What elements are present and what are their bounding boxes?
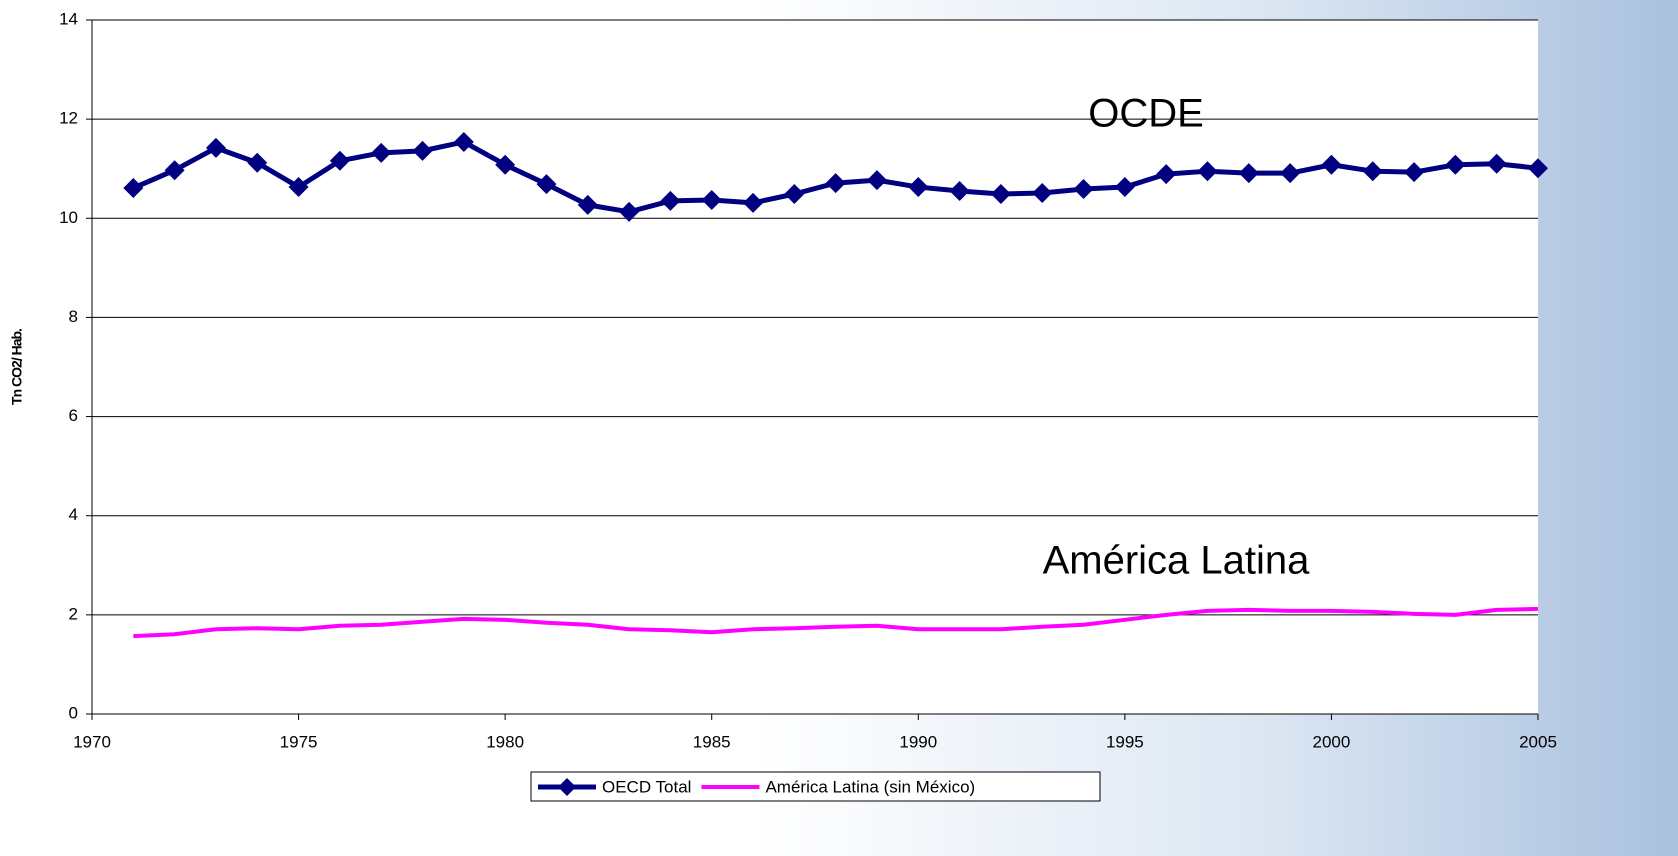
marker xyxy=(1528,158,1548,179)
marker xyxy=(743,192,764,213)
y-tick-label: 4 xyxy=(69,505,78,524)
series-line xyxy=(133,606,1539,639)
marker xyxy=(164,160,185,181)
y-tick-label: 8 xyxy=(69,307,78,326)
legend-marker xyxy=(558,778,576,796)
marker xyxy=(1445,154,1466,175)
marker xyxy=(1156,164,1177,185)
marker xyxy=(825,173,846,194)
x-tick-label: 1990 xyxy=(899,732,937,751)
plot-area xyxy=(92,20,1538,714)
marker xyxy=(247,152,268,173)
marker xyxy=(1280,163,1301,184)
x-tick-label: 1985 xyxy=(693,732,731,751)
marker xyxy=(123,178,144,199)
marker xyxy=(495,154,516,175)
y-tick-label: 0 xyxy=(69,703,78,722)
y-tick-label: 14 xyxy=(59,9,78,28)
legend-box xyxy=(530,771,1101,802)
x-tick-label: 1975 xyxy=(280,732,318,751)
marker xyxy=(1486,153,1507,174)
annotation: América Latina xyxy=(1043,539,1311,583)
marker xyxy=(1362,161,1383,182)
marker xyxy=(908,177,929,198)
y-axis-label: Tn CO2/ Hab. xyxy=(9,329,25,405)
marker xyxy=(784,183,805,204)
marker xyxy=(1197,161,1218,182)
marker xyxy=(619,201,640,222)
marker xyxy=(660,190,681,211)
marker xyxy=(1404,162,1425,183)
y-tick-label: 6 xyxy=(69,406,78,425)
annotation: OCDE xyxy=(1088,92,1204,136)
marker xyxy=(1238,163,1259,184)
marker xyxy=(288,177,309,198)
marker xyxy=(1114,177,1135,198)
x-tick-label: 2000 xyxy=(1313,732,1351,751)
legend-label: OECD Total xyxy=(602,777,691,796)
marker xyxy=(990,183,1011,204)
marker xyxy=(577,194,598,215)
marker xyxy=(205,137,226,158)
x-tick-label: 1995 xyxy=(1106,732,1144,751)
marker xyxy=(1032,183,1053,204)
y-tick-label: 2 xyxy=(69,604,78,623)
legend: OECD Total América Latina (sin México) xyxy=(530,771,1101,802)
marker xyxy=(866,170,887,191)
marker xyxy=(536,174,557,195)
marker xyxy=(412,140,433,161)
x-tick-label: 1970 xyxy=(73,732,111,751)
marker xyxy=(701,189,722,210)
y-tick-label: 12 xyxy=(59,109,78,128)
marker xyxy=(453,131,474,152)
marker xyxy=(1321,154,1342,175)
marker xyxy=(329,150,350,171)
x-tick-label: 2005 xyxy=(1519,732,1557,751)
marker xyxy=(371,142,392,163)
marker xyxy=(1073,179,1094,200)
legend-label: América Latina (sin México) xyxy=(765,777,975,796)
x-tick-label: 1980 xyxy=(486,732,524,751)
marker xyxy=(949,181,970,202)
y-tick-label: 10 xyxy=(59,208,78,227)
